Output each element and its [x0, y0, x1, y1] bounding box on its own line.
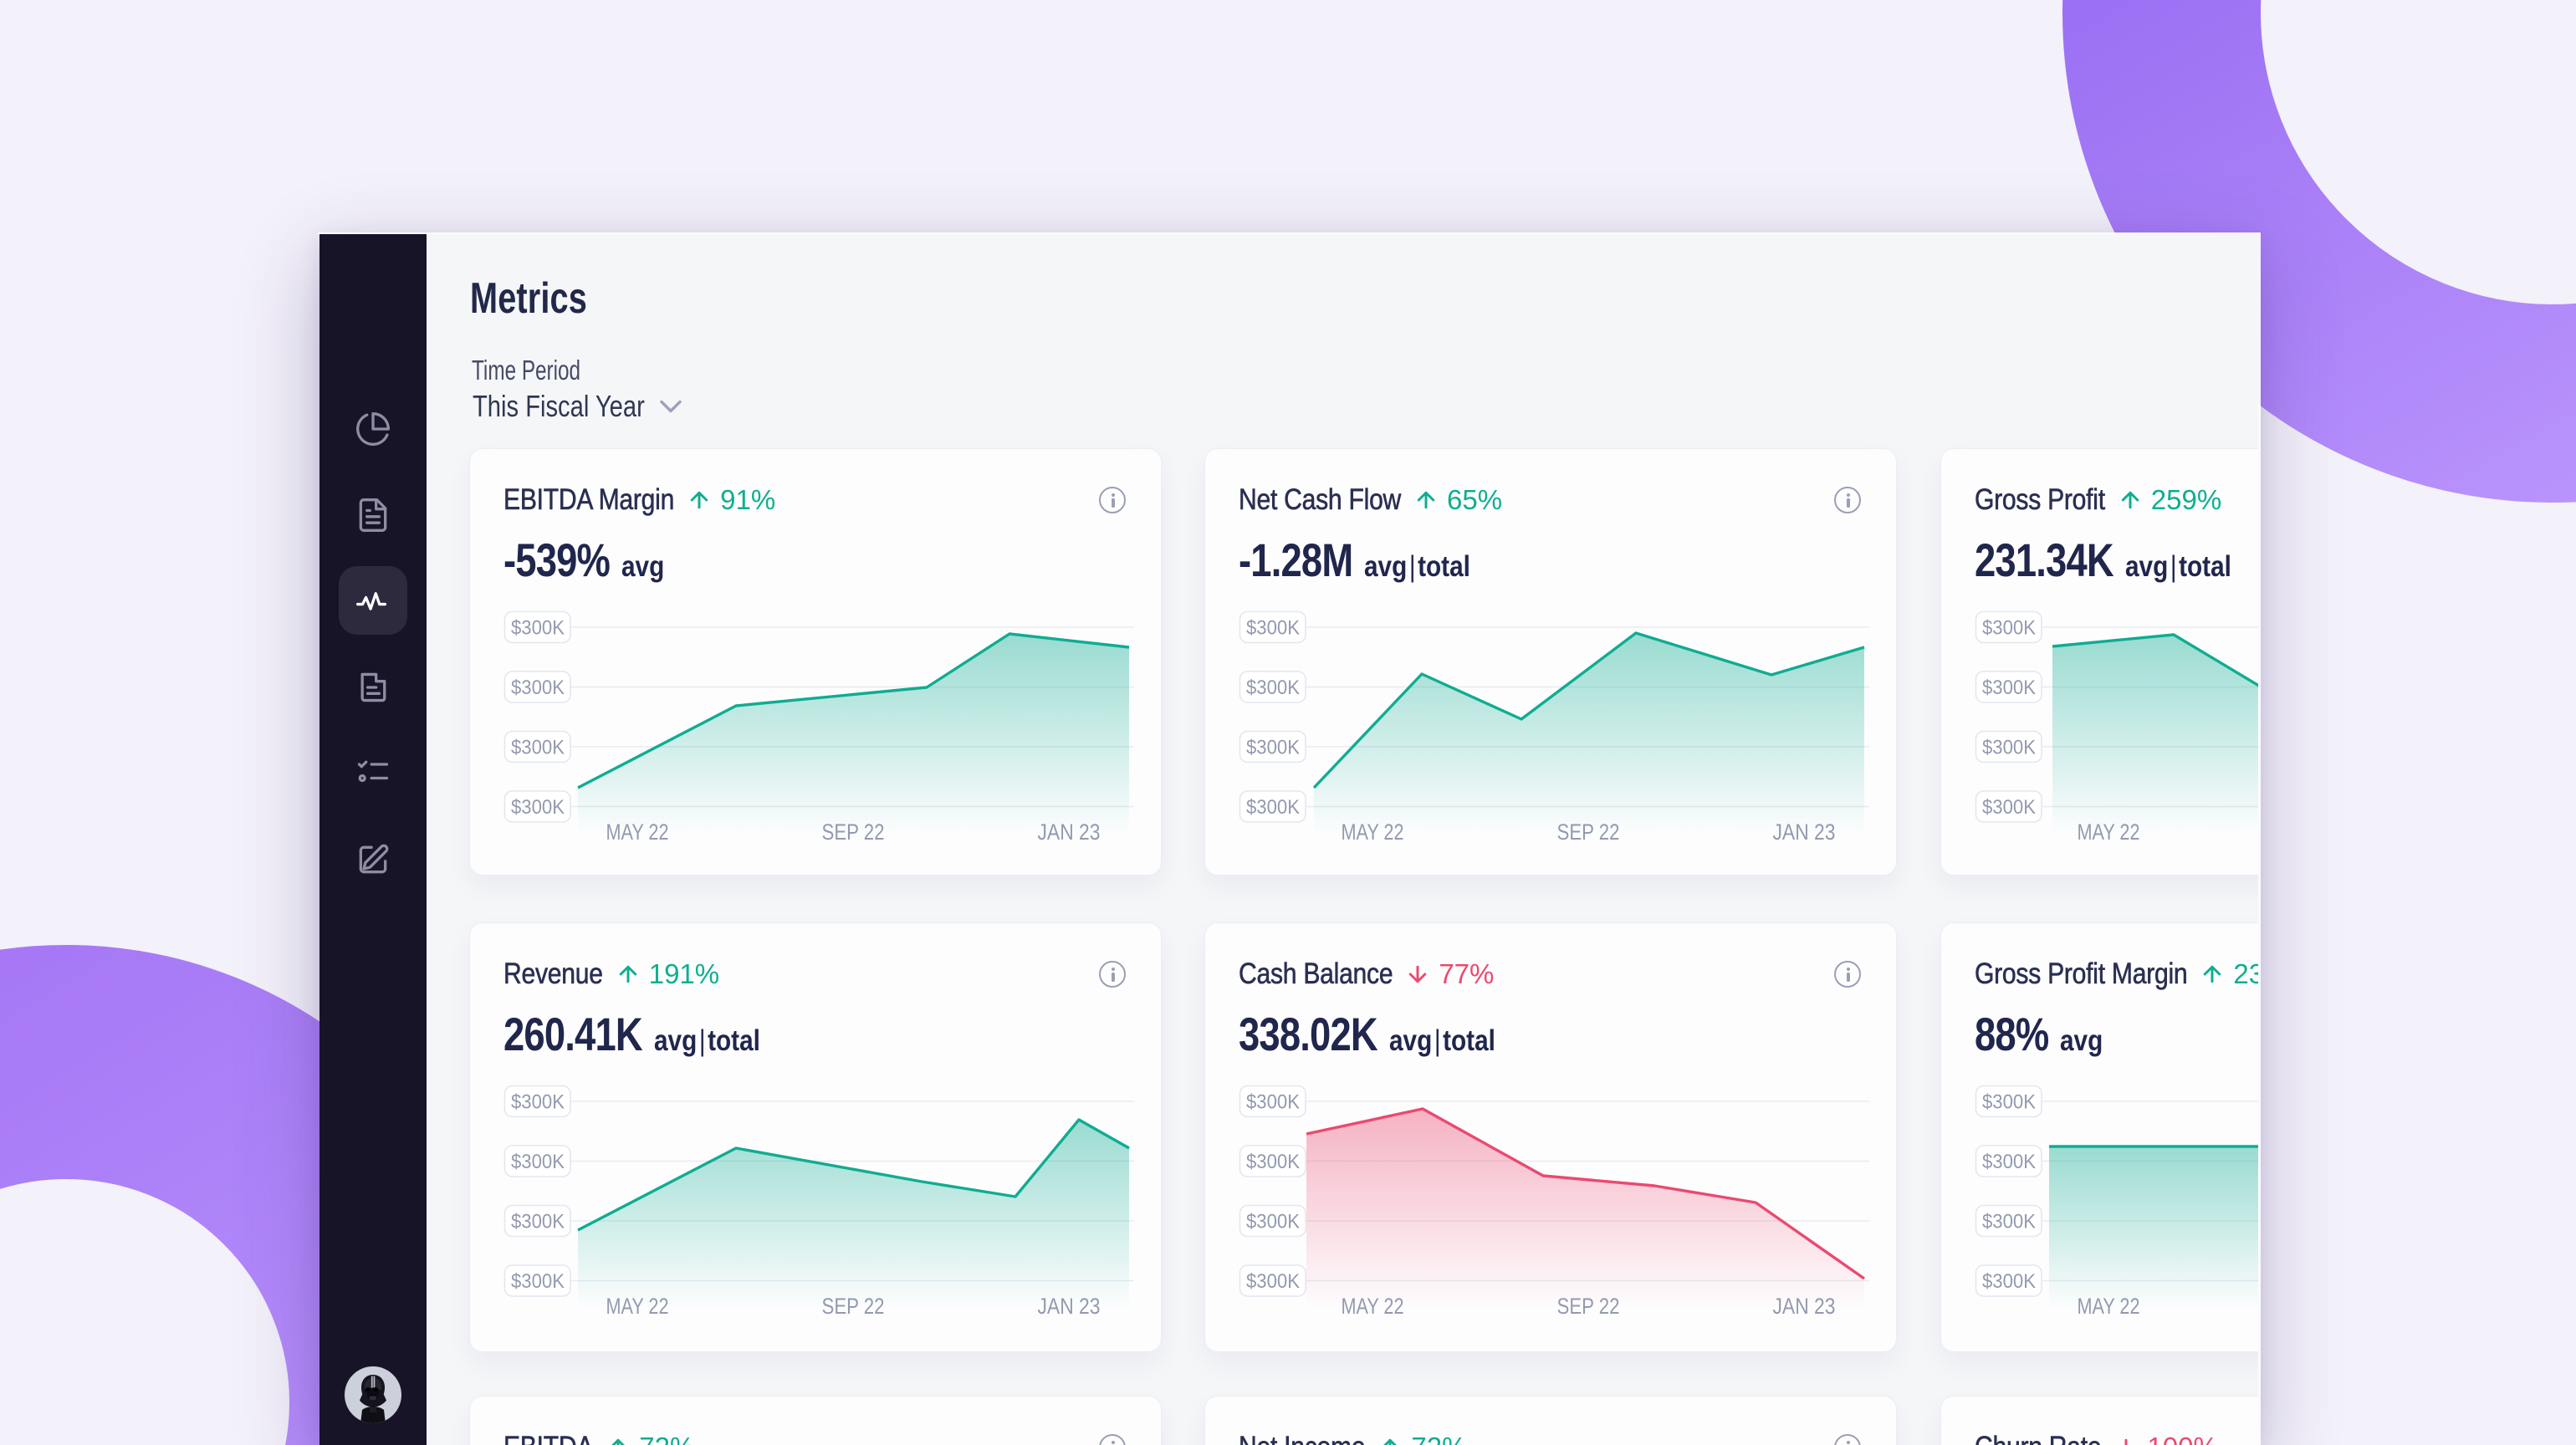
svg-text:$300K: $300K — [1982, 1091, 2037, 1114]
svg-text:$300K: $300K — [1246, 617, 1301, 640]
svg-text:$300K: $300K — [1246, 677, 1301, 699]
svg-text:$300K: $300K — [1246, 1270, 1301, 1293]
svg-text:$300K: $300K — [511, 617, 565, 640]
svg-text:$300K: $300K — [511, 677, 565, 699]
svg-text:$300K: $300K — [511, 1270, 565, 1293]
svg-text:$300K: $300K — [1246, 796, 1301, 819]
svg-text:$300K: $300K — [1246, 737, 1301, 759]
svg-text:$300K: $300K — [511, 1151, 565, 1173]
svg-text:$300K: $300K — [511, 1091, 565, 1114]
svg-text:$300K: $300K — [511, 1211, 565, 1233]
svg-text:$300K: $300K — [511, 796, 565, 819]
svg-text:$300K: $300K — [1982, 1211, 2037, 1233]
svg-text:$300K: $300K — [1982, 737, 2037, 759]
svg-text:$300K: $300K — [1982, 1151, 2037, 1173]
svg-text:$300K: $300K — [511, 737, 565, 759]
svg-text:$300K: $300K — [1246, 1211, 1301, 1233]
svg-text:$300K: $300K — [1982, 796, 2037, 819]
svg-text:$300K: $300K — [1982, 617, 2037, 640]
svg-text:$300K: $300K — [1246, 1151, 1301, 1173]
svg-text:$300K: $300K — [1982, 1270, 2037, 1293]
svg-text:$300K: $300K — [1246, 1091, 1301, 1114]
svg-text:$300K: $300K — [1982, 677, 2037, 699]
